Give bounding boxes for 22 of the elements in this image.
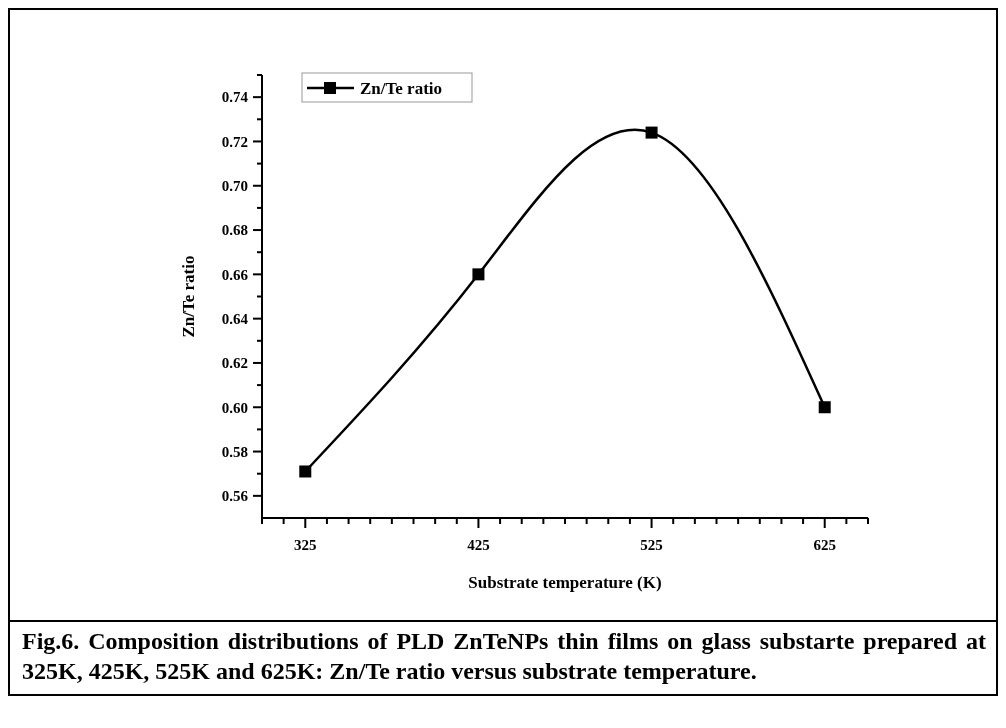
legend-label: Zn/Te ratio	[360, 78, 443, 98]
x-tick-label: 425	[467, 537, 490, 553]
y-tick-label: 0.64	[221, 310, 249, 327]
y-tick-label: 0.56	[221, 488, 249, 505]
point	[472, 268, 485, 281]
y-tick-label: 0.72	[221, 133, 248, 150]
point	[645, 126, 658, 139]
x-tick-label: 525	[640, 537, 663, 553]
y-tick-label: 0.68	[221, 222, 248, 239]
y-tick-label: 0.74	[221, 89, 249, 106]
y-tick-label: 0.58	[221, 443, 248, 460]
point	[818, 401, 831, 414]
y-tick-label: 0.66	[221, 266, 249, 283]
y-axis-title: Zn/Te ratio	[179, 255, 198, 338]
y-tick-label: 0.60	[221, 399, 248, 416]
point	[299, 465, 312, 478]
caption: Fig.6. Composition distributions of PLD ZnTeNPs thin films on glass substarte prepared at 325K, 425K, 525K and 625K: Zn/Te ratio versus substrate temperature.	[21, 627, 987, 686]
x-tick-label: 325	[294, 537, 317, 553]
y-tick-label: 0.62	[221, 355, 248, 372]
x-tick-label: 625	[813, 537, 836, 553]
x-axis-title: Substrate temperature (K)	[468, 573, 662, 592]
y-tick-label: 0.70	[221, 178, 248, 194]
